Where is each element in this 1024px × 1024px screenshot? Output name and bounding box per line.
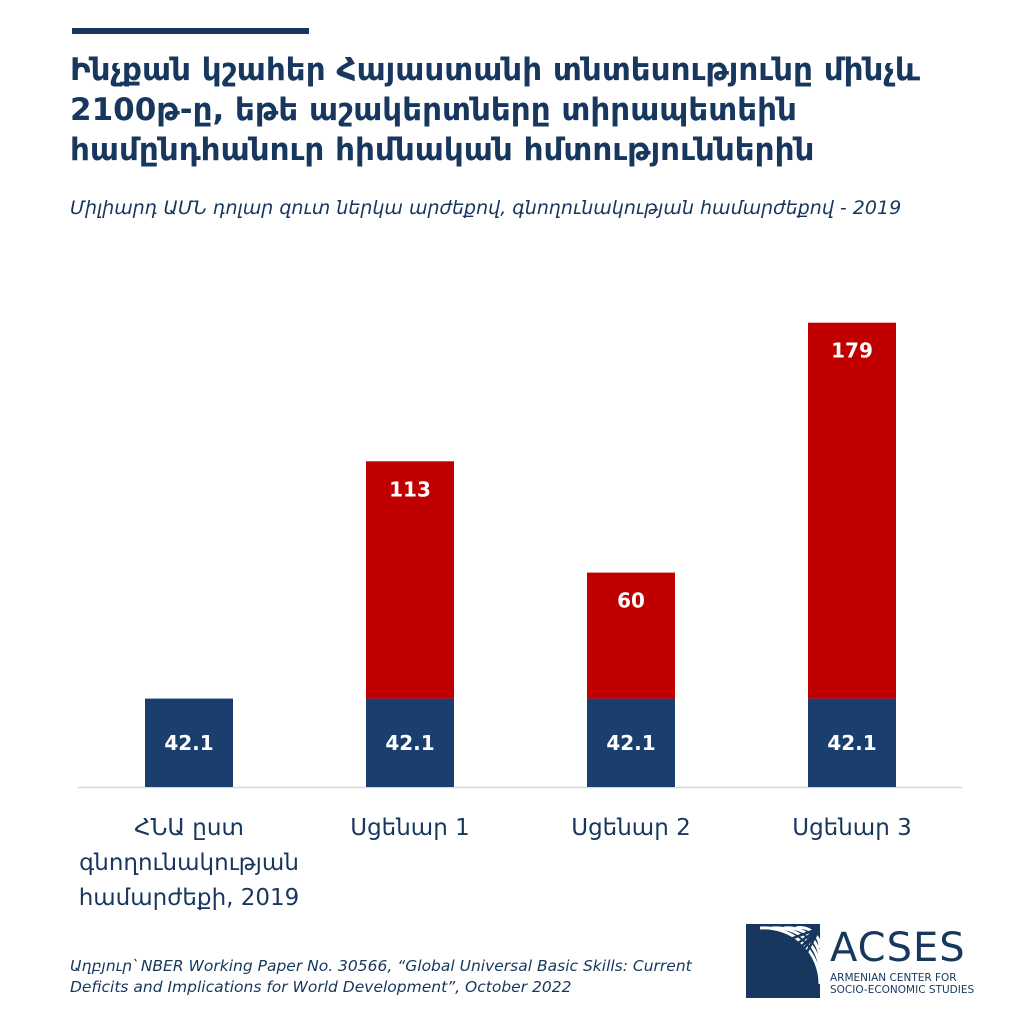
category-label: համարժեքի, 2019 — [79, 885, 300, 911]
data-label: 179 — [831, 339, 873, 363]
logo-sub-line: ARMENIAN CENTER FOR — [830, 972, 957, 984]
category-label: Սցենար 2 — [571, 815, 690, 841]
bar-chart: 42.1 ՀՆԱ ըստ գնողունակության համարժեքի, 201… — [78, 322, 962, 911]
acses-logo-mark — [746, 924, 820, 998]
data-label: 42.1 — [164, 731, 213, 755]
bar-base — [366, 698, 454, 787]
logo-sub-line: SOCIO-ECONOMIC STUDIES — [830, 984, 975, 996]
bar-addition — [366, 461, 454, 699]
bar-base — [808, 698, 896, 787]
category-label: ՀՆԱ ըստ — [134, 815, 244, 841]
category-label: Սցենար 3 — [792, 815, 911, 841]
logo-name: ACSES — [830, 925, 966, 971]
data-label: 42.1 — [827, 731, 876, 755]
bar-addition — [808, 322, 896, 699]
data-label: 60 — [617, 589, 645, 613]
category-label: Սցենար 1 — [350, 815, 469, 841]
title-line: 2100թ-ը, եթե աշակերտները տիրապետեին — [70, 92, 797, 128]
data-label: 42.1 — [385, 731, 434, 755]
chart-title: Ինչքան կշահեր Հայաստանի տնտեսությունը մի… — [70, 50, 970, 170]
chart-subtitle: Միլիարդ ԱՄՆ դոլար զուտ ներկա արժեքով, գն… — [70, 197, 902, 219]
data-label: 113 — [389, 477, 431, 501]
source-line: Աղբյուր՝ NBER Working Paper No. 30566, “… — [70, 957, 692, 975]
source-line: Deficits and Implications for World Deve… — [70, 978, 572, 996]
logo-subtitle: ARMENIAN CENTER FOR SOCIO-ECONOMIC STUDI… — [830, 972, 974, 996]
category-label: գնողունակության — [79, 850, 299, 876]
source-note: Աղբյուր՝ NBER Working Paper No. 30566, “… — [70, 956, 730, 998]
title-accent-rule — [72, 28, 309, 34]
title-line: համընդհանուր հիմնական հմտություններին — [70, 132, 815, 168]
data-label: 42.1 — [606, 731, 655, 755]
bar-base — [587, 698, 675, 787]
bar-addition — [587, 572, 675, 699]
title-line: Ինչքան կշահեր Հայաստանի տնտեսությունը մի… — [70, 52, 921, 88]
bar-base — [145, 698, 233, 787]
acses-logo: ACSES ARMENIAN CENTER FOR SOCIO-ECONOMIC… — [746, 924, 996, 998]
